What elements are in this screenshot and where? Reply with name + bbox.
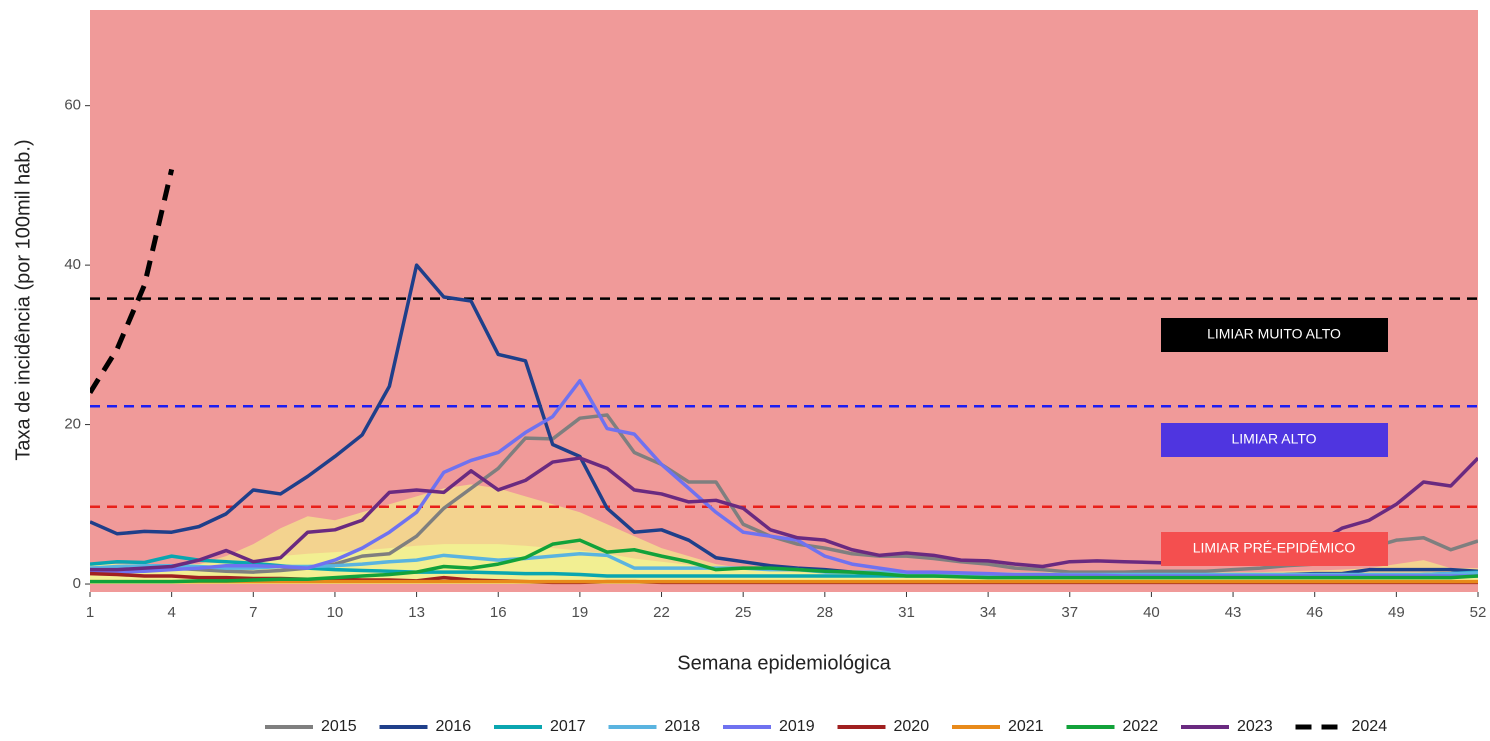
plot-background (90, 10, 1478, 592)
x-tick-label: 13 (408, 604, 425, 621)
legend-label: 2022 (1123, 718, 1159, 735)
legend-label: 2018 (665, 718, 701, 735)
x-tick-label: 37 (1061, 604, 1078, 621)
y-axis-label: Taxa de incidência (por 100mil hab.) (12, 139, 34, 460)
threshold-label: LIMIAR MUITO ALTO (1207, 326, 1341, 342)
legend-label: 2016 (436, 718, 472, 735)
x-tick-label: 28 (816, 604, 833, 621)
x-tick-label: 49 (1388, 604, 1405, 621)
x-tick-label: 34 (980, 604, 997, 621)
x-tick-label: 10 (327, 604, 344, 621)
y-tick-label: 0 (73, 575, 81, 592)
threshold-label-box (1161, 532, 1388, 566)
legend-label: 2017 (550, 718, 586, 735)
threshold-label: LIMIAR ALTO (1231, 431, 1316, 447)
x-tick-label: 7 (249, 604, 257, 621)
threshold-label-box (1161, 423, 1388, 457)
y-tick-label: 40 (64, 256, 81, 273)
series-line (90, 168, 175, 395)
x-tick-label: 31 (898, 604, 915, 621)
y-tick-label: 60 (64, 97, 81, 114)
legend-label: 2021 (1008, 718, 1044, 735)
x-tick-label: 1 (86, 604, 94, 621)
threshold-label: LIMIAR PRÉ-EPIDÊMICO (1193, 540, 1356, 556)
legend-label: 2020 (894, 718, 930, 735)
x-tick-label: 46 (1306, 604, 1323, 621)
x-tick-label: 19 (572, 604, 589, 621)
x-tick-label: 25 (735, 604, 752, 621)
x-tick-label: 22 (653, 604, 670, 621)
x-tick-label: 4 (167, 604, 175, 621)
x-tick-label: 43 (1225, 604, 1242, 621)
x-tick-label: 52 (1470, 604, 1487, 621)
threshold-label-box (1161, 318, 1388, 352)
legend-label: 2019 (779, 718, 815, 735)
area (90, 544, 1478, 585)
x-tick-label: 40 (1143, 604, 1160, 621)
series-line (90, 538, 1478, 584)
legend-label: 2023 (1237, 718, 1273, 735)
legend-label: 2024 (1352, 718, 1388, 735)
legend-label: 2015 (321, 718, 357, 735)
x-axis-label: Semana epidemiológica (677, 652, 891, 674)
x-tick-label: 16 (490, 604, 507, 621)
y-tick-label: 20 (64, 416, 81, 433)
